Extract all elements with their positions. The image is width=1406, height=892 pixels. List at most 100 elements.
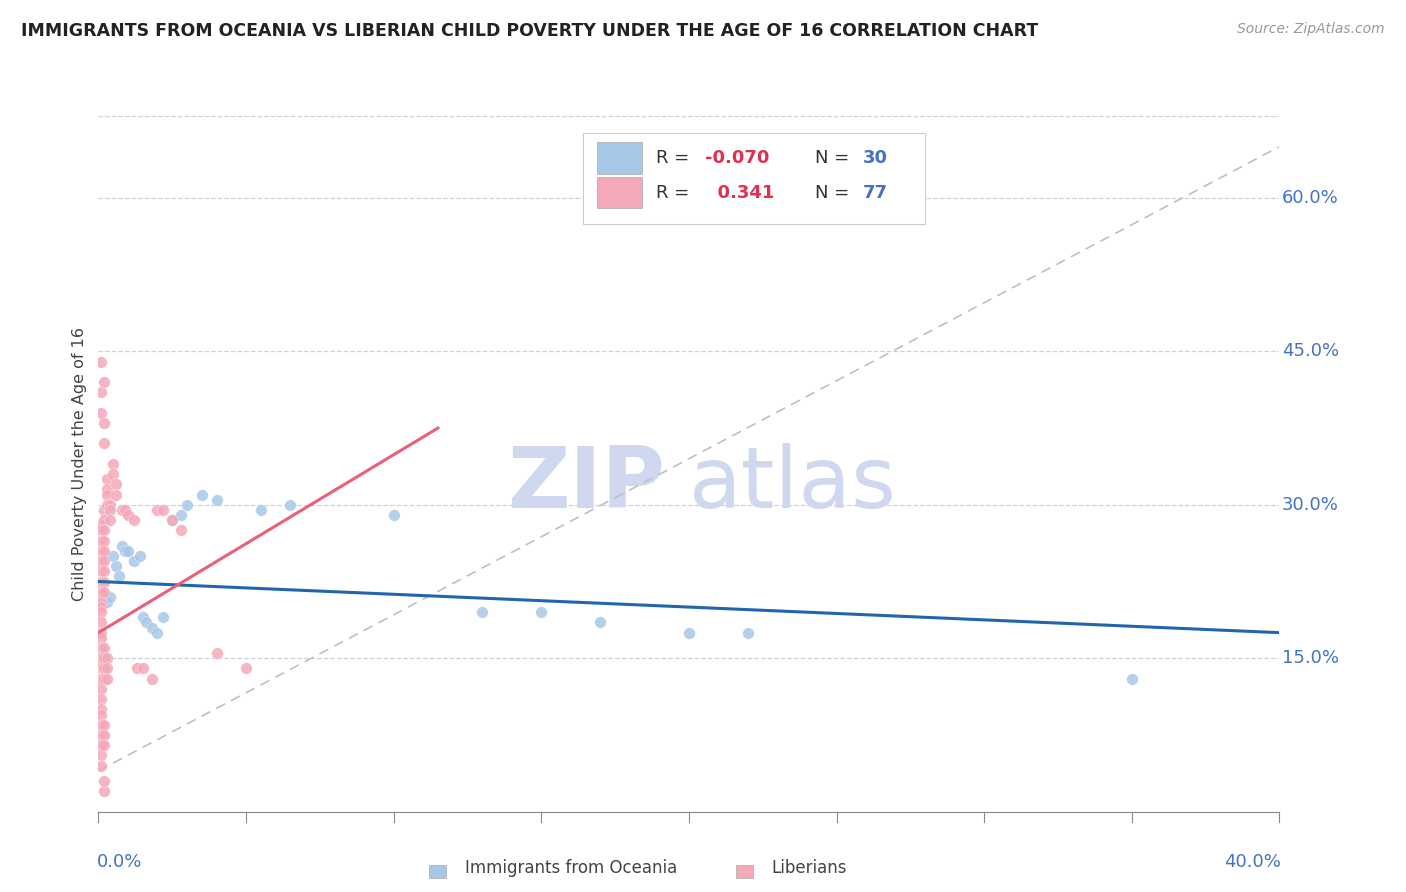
- Point: [117, 508, 139, 522]
- Text: 0.0%: 0.0%: [97, 854, 142, 871]
- Point: [146, 503, 169, 517]
- Point: [90, 406, 112, 420]
- Point: [96, 483, 118, 497]
- Point: [93, 584, 115, 599]
- Text: 0.341: 0.341: [706, 184, 775, 202]
- Point: [737, 625, 759, 640]
- Point: [162, 513, 183, 527]
- Point: [93, 524, 115, 538]
- Point: [90, 544, 112, 558]
- Text: 45.0%: 45.0%: [1282, 343, 1339, 360]
- Point: [146, 625, 169, 640]
- Point: [90, 738, 112, 752]
- Point: [96, 661, 118, 675]
- Point: [93, 784, 115, 798]
- Text: 15.0%: 15.0%: [1282, 649, 1339, 667]
- Point: [170, 508, 193, 522]
- Point: [162, 513, 183, 527]
- Point: [235, 661, 257, 675]
- Point: [122, 513, 145, 527]
- Point: [98, 590, 121, 604]
- Point: [90, 595, 112, 609]
- Point: [90, 533, 112, 548]
- Point: [96, 498, 118, 512]
- Point: [125, 661, 148, 675]
- Point: [141, 672, 163, 686]
- Point: [141, 621, 163, 635]
- Point: [90, 661, 112, 675]
- Text: 30: 30: [862, 149, 887, 167]
- Point: [105, 477, 128, 491]
- Point: [114, 544, 136, 558]
- Point: [1121, 672, 1143, 686]
- Point: [471, 605, 494, 619]
- Point: [98, 503, 121, 517]
- Point: [108, 569, 131, 583]
- Point: [90, 692, 112, 706]
- Point: [90, 707, 112, 722]
- FancyBboxPatch shape: [429, 865, 446, 878]
- Point: [382, 508, 405, 522]
- Point: [205, 646, 228, 660]
- Point: [93, 554, 115, 568]
- Point: [103, 549, 125, 563]
- Point: [93, 513, 115, 527]
- Point: [90, 728, 112, 742]
- Point: [132, 661, 155, 675]
- Point: [93, 728, 115, 742]
- Text: 30.0%: 30.0%: [1282, 496, 1339, 514]
- Point: [96, 651, 118, 665]
- Point: [128, 549, 150, 563]
- Point: [93, 640, 115, 655]
- Point: [176, 498, 198, 512]
- Point: [90, 385, 112, 400]
- Text: atlas: atlas: [689, 443, 897, 526]
- FancyBboxPatch shape: [737, 865, 754, 878]
- Point: [90, 640, 112, 655]
- Point: [117, 544, 139, 558]
- Point: [90, 564, 112, 578]
- Point: [678, 625, 700, 640]
- Point: [135, 615, 157, 630]
- Point: [90, 702, 112, 716]
- Point: [90, 518, 112, 533]
- Point: [90, 717, 112, 731]
- Point: [90, 605, 112, 619]
- Point: [90, 524, 112, 538]
- Text: N =: N =: [815, 184, 855, 202]
- Point: [90, 574, 112, 589]
- Text: R =: R =: [655, 184, 695, 202]
- Point: [191, 487, 214, 501]
- Point: [278, 498, 302, 512]
- Point: [90, 748, 112, 763]
- Point: [93, 738, 115, 752]
- Point: [93, 533, 115, 548]
- Point: [90, 584, 112, 599]
- Point: [90, 631, 112, 645]
- Point: [90, 625, 112, 640]
- Text: 40.0%: 40.0%: [1223, 854, 1281, 871]
- Point: [114, 503, 136, 517]
- Point: [96, 595, 118, 609]
- Point: [93, 774, 115, 789]
- Point: [530, 605, 553, 619]
- Point: [152, 503, 174, 517]
- Point: [90, 354, 112, 368]
- Point: [103, 457, 125, 471]
- Point: [90, 615, 112, 630]
- Y-axis label: Child Poverty Under the Age of 16: Child Poverty Under the Age of 16: [72, 326, 87, 601]
- Point: [105, 559, 128, 574]
- Point: [93, 717, 115, 731]
- Point: [96, 672, 118, 686]
- Text: 77: 77: [862, 184, 887, 202]
- Point: [90, 600, 112, 615]
- Point: [93, 416, 115, 430]
- Point: [93, 544, 115, 558]
- Point: [93, 564, 115, 578]
- Text: R =: R =: [655, 149, 695, 167]
- Text: N =: N =: [815, 149, 855, 167]
- Point: [93, 574, 115, 589]
- Point: [96, 487, 118, 501]
- Point: [111, 503, 134, 517]
- FancyBboxPatch shape: [582, 134, 925, 224]
